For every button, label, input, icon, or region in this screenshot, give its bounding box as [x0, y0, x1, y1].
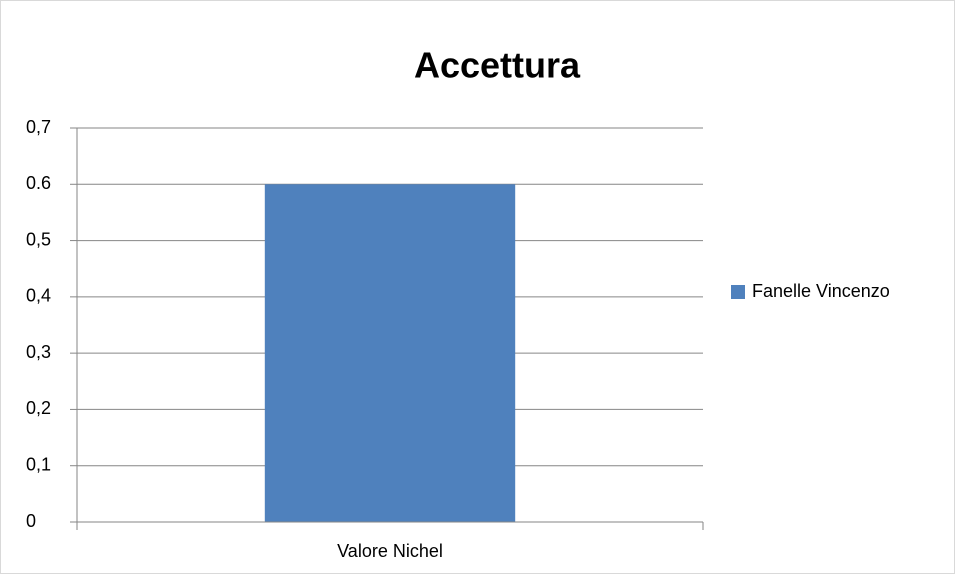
- y-tick-label: 0,2: [26, 398, 51, 418]
- y-tick-label: 0,1: [26, 454, 51, 474]
- y-tick-label: 0.6: [26, 173, 51, 193]
- chart-title: Accettura: [414, 45, 581, 86]
- y-tick-label: 0: [26, 511, 36, 531]
- legend-label: Fanelle Vincenzo: [752, 281, 890, 301]
- y-tick-label: 0,7: [26, 117, 51, 137]
- x-tick-label: Valore Nichel: [337, 541, 443, 561]
- y-tick-label: 0,4: [26, 286, 51, 306]
- y-tick-label: 0,3: [26, 342, 51, 362]
- bar: [264, 184, 516, 523]
- y-tick-label: 0,5: [26, 229, 51, 249]
- legend-swatch: [731, 285, 745, 299]
